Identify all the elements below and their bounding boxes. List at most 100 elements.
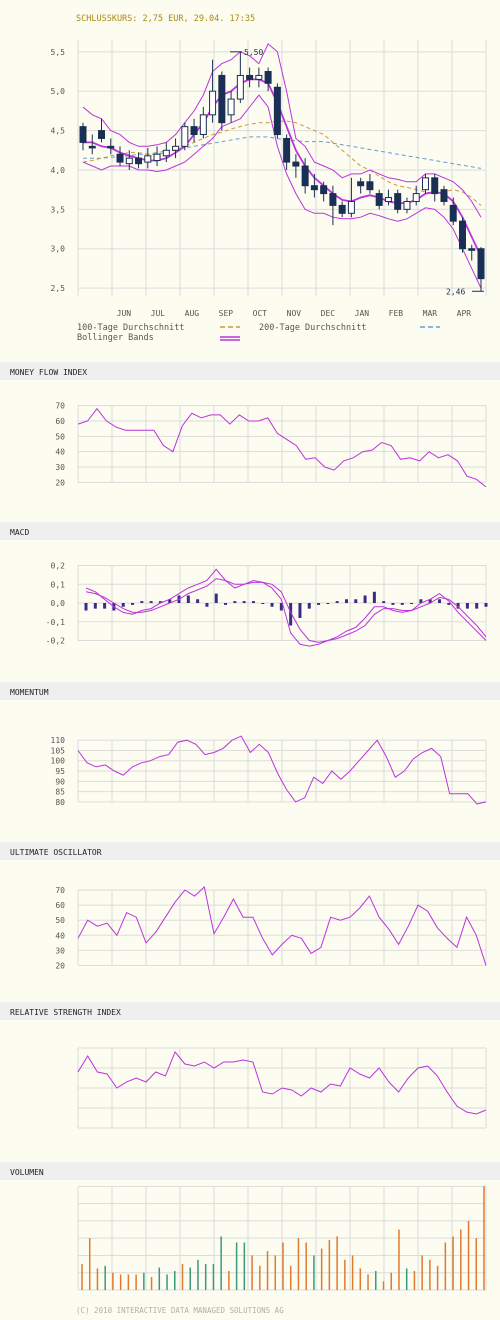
candle xyxy=(468,248,476,251)
ultimate-y-tick-label: 70 xyxy=(55,886,65,895)
macd-histogram-bar xyxy=(317,603,321,605)
candle xyxy=(394,193,402,210)
price-month-label: NOV xyxy=(287,309,302,318)
macd-histogram-bar xyxy=(214,593,218,603)
candle xyxy=(264,71,272,84)
macd-y-tick-label: 0,0 xyxy=(51,599,66,608)
mfi-header-bar xyxy=(0,362,500,380)
mfi-title: MONEY FLOW INDEX xyxy=(10,368,87,377)
macd-y-tick-label: -0,1 xyxy=(46,618,65,627)
momentum-title: MOMENTUM xyxy=(10,688,49,697)
ultimate-y-tick-label: 50 xyxy=(55,916,65,925)
mfi-y-tick-label: 40 xyxy=(55,448,65,457)
candle xyxy=(431,177,439,195)
close-price-label: SCHLUSSKURS: 2,75 EUR, 29.04. 17:35 xyxy=(76,14,255,24)
candle xyxy=(218,74,226,124)
price-month-label: JUN xyxy=(117,309,132,318)
candle xyxy=(357,181,365,187)
macd-histogram-bar xyxy=(484,603,488,607)
macd-histogram-bar xyxy=(251,601,255,603)
price-month-label: JAN xyxy=(355,309,370,318)
price-month-label: DEC xyxy=(321,309,336,318)
macd-histogram-bar xyxy=(149,601,153,603)
macd-histogram-bar xyxy=(354,599,358,603)
mfi-y-tick-label: 70 xyxy=(55,402,65,411)
candle xyxy=(347,200,355,214)
macd-histogram-bar xyxy=(186,595,190,603)
macd-histogram-bar xyxy=(168,599,172,603)
price-candles xyxy=(79,51,485,292)
macd-y-tick-label: -0,2 xyxy=(46,637,65,646)
candle xyxy=(98,130,106,139)
macd-histogram-bar xyxy=(289,603,293,626)
candle xyxy=(292,161,300,167)
macd-histogram-bar xyxy=(465,603,469,609)
candle xyxy=(375,193,383,206)
candle xyxy=(255,74,263,80)
ma100-line xyxy=(82,120,482,206)
mfi-y-tick-label: 20 xyxy=(55,478,65,487)
candle xyxy=(236,74,244,100)
price-y-tick-label: 4,0 xyxy=(51,166,66,175)
candle xyxy=(209,90,217,116)
ultimate-panel: ULTIMATE OSCILLATOR 70 60 50 40 30 20 xyxy=(0,842,500,970)
volume-panel: VOLUMEN (C) 2010 INTERACTIVE DATA MANAGE… xyxy=(0,1162,500,1315)
ultimate-title: ULTIMATE OSCILLATOR xyxy=(10,848,102,857)
rsi-line xyxy=(77,1051,487,1115)
ultimate-y-tick-label: 30 xyxy=(55,946,65,955)
macd-header-bar xyxy=(0,522,500,540)
macd-histogram-bar xyxy=(344,599,348,603)
candle xyxy=(440,189,448,202)
macd-histogram-bar xyxy=(372,591,376,603)
candle xyxy=(320,185,328,195)
ultimate-y-tick-label: 60 xyxy=(55,901,65,910)
macd-histogram-bar xyxy=(335,601,339,603)
candle xyxy=(246,74,254,80)
candle xyxy=(125,157,133,165)
macd-histogram-bar xyxy=(456,603,460,609)
macd-histogram-bar xyxy=(307,603,311,609)
macd-histogram-bar xyxy=(363,595,367,603)
candle xyxy=(153,153,161,162)
candle xyxy=(384,197,392,202)
ultimate-header-bar xyxy=(0,842,500,860)
bollinger-upper-line xyxy=(82,43,482,218)
ultimate-line xyxy=(77,886,487,966)
macd-histogram-bar xyxy=(205,603,209,607)
candle xyxy=(227,98,235,116)
price-annotations: 5,50 2,46 xyxy=(230,48,484,296)
macd-histogram-bar xyxy=(93,603,97,609)
candle xyxy=(79,126,87,143)
macd-histogram-bar xyxy=(131,603,135,605)
momentum-y-tick-label: 90 xyxy=(55,777,65,786)
macd-histogram-bar xyxy=(158,601,162,603)
price-month-label: JUL xyxy=(151,309,166,318)
momentum-line xyxy=(77,735,487,805)
mfi-panel: MONEY FLOW INDEX 70 60 50 40 30 20 xyxy=(0,362,500,487)
macd-histogram-bar xyxy=(410,603,414,604)
momentum-y-tick-label: 100 xyxy=(51,757,66,766)
candle xyxy=(144,155,152,163)
price-y-tick-label: 3,0 xyxy=(51,245,66,254)
candle xyxy=(301,165,309,187)
price-month-label: MAR xyxy=(423,309,438,318)
candle xyxy=(449,204,457,222)
macd-y-tick-label: 0,1 xyxy=(51,580,66,589)
mfi-y-tick-label: 50 xyxy=(55,432,65,441)
macd-histogram-bar xyxy=(140,601,144,603)
price-month-label: FEB xyxy=(389,309,404,318)
momentum-y-tick-label: 80 xyxy=(55,798,65,807)
candle xyxy=(273,86,281,136)
macd-histogram-bar xyxy=(196,599,200,603)
price-month-label: SEP xyxy=(219,309,234,318)
bollinger-lower-line xyxy=(82,94,482,289)
rsi-panel: RELATIVE STRENGTH INDEX xyxy=(0,1002,500,1129)
macd-histogram-bar xyxy=(279,603,283,611)
ultimate-y-tick-label: 40 xyxy=(55,931,65,940)
macd-line xyxy=(85,568,487,647)
price-y-tick-label: 4,5 xyxy=(51,127,66,136)
macd-histogram-bar xyxy=(475,603,479,609)
macd-histogram-bar xyxy=(84,603,88,611)
mfi-y-tick-label: 60 xyxy=(55,417,65,426)
